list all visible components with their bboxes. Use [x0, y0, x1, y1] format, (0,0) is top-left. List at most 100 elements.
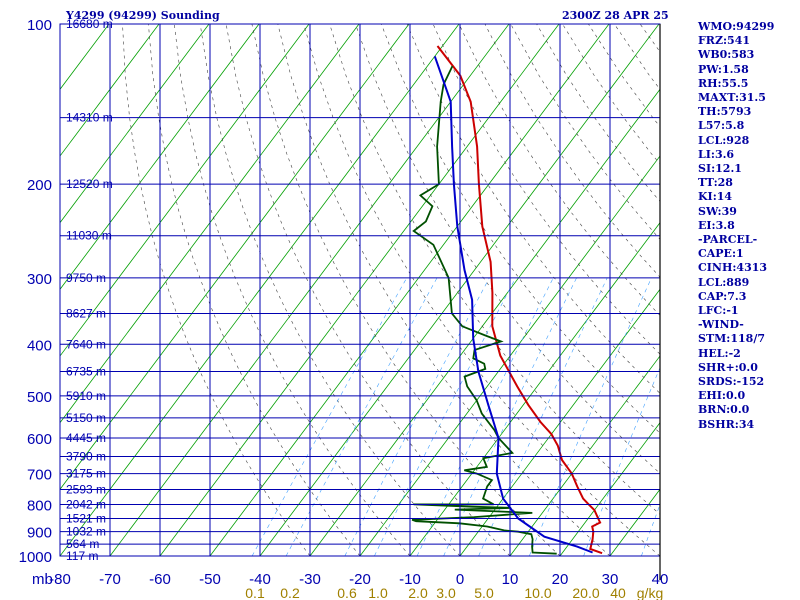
isotherm-line — [559, 421, 660, 556]
pressure-tick-label: 100 — [27, 17, 52, 34]
index-line: WMO:94299 — [698, 20, 775, 33]
temperature-tick-label: 10 — [502, 571, 519, 588]
index-line: EI:3.8 — [698, 218, 735, 232]
index-line: TH:5793 — [698, 105, 752, 119]
dry-adiabat-line — [251, 24, 561, 556]
height-label: 3175 m — [66, 467, 106, 481]
index-line: TT:28 — [698, 176, 733, 190]
index-line: RH:55.5 — [698, 76, 749, 90]
mixing-ratio-label: 0.2 — [280, 585, 300, 600]
height-label: 11030 m — [66, 229, 112, 243]
height-label: 14310 m — [66, 111, 113, 125]
index-line: SW:39 — [698, 204, 737, 218]
index-line: LI:3.6 — [698, 147, 735, 161]
mixing-ratio-line — [416, 277, 554, 556]
temperature-tick-label: 30 — [602, 571, 619, 588]
height-label: 16680 m — [66, 17, 113, 31]
mixing-ratio-label: 0.6 — [337, 585, 357, 600]
temperature-tick-label: 20 — [552, 571, 569, 588]
mixing-ratio-label: 5.0 — [474, 585, 494, 600]
temperature-tick-label: -20 — [349, 571, 371, 588]
pressure-tick-label: 500 — [27, 389, 52, 406]
isotherm-line — [0, 24, 9, 556]
index-line: SRDS:-152 — [698, 375, 765, 389]
pressure-tick-label: 900 — [27, 525, 52, 542]
index-line: CINH:4313 — [698, 261, 768, 275]
temperature-tick-label: -70 — [99, 571, 121, 588]
isotherm-line — [60, 24, 360, 424]
mixing-ratio-line — [529, 277, 652, 556]
height-label: 2042 m — [66, 497, 106, 511]
index-line: EHI:0.0 — [698, 389, 746, 403]
height-label: 7640 m — [66, 337, 106, 351]
temperature-tick-label: 0 — [456, 571, 464, 588]
mixing-ratio-label: 1.0 — [368, 585, 388, 600]
index-line: BSHR:34 — [698, 417, 755, 431]
height-label: 2593 m — [66, 483, 106, 497]
pressure-tick-label: 200 — [27, 177, 52, 194]
isotherm-line — [60, 24, 260, 290]
dry-adiabat-line — [199, 24, 461, 556]
pressure-tick-label: 700 — [27, 467, 52, 484]
height-label: 9750 m — [66, 271, 106, 285]
mixing-ratio-label: 3.0 — [436, 585, 456, 600]
index-line: LFC:-1 — [698, 304, 739, 318]
temperature-line — [436, 45, 603, 555]
pressure-tick-label: 600 — [27, 431, 52, 448]
height-label: 12520 m — [66, 177, 113, 191]
index-line: L57:5.8 — [698, 119, 745, 133]
index-line: CAP:7.3 — [698, 289, 747, 303]
mixing-ratio-line — [478, 277, 608, 556]
temperature-tick-label: -80 — [49, 571, 71, 588]
height-label: 5150 m — [66, 411, 106, 425]
temperature-tick-label: 40 — [652, 571, 669, 588]
height-label: 8627 m — [66, 306, 106, 320]
pressure-tick-label: 800 — [27, 497, 52, 514]
temperature-tick-label: -30 — [299, 571, 321, 588]
height-label: 3790 m — [66, 449, 106, 463]
pressure-tick-label: 1000 — [19, 549, 52, 566]
mixing-ratio-line — [344, 277, 490, 556]
indices-panel: WMO:94299 FRZ:541 WB0:583 PW:1.58 RH:55.5 MAX… — [698, 20, 798, 432]
index-line: LCL:889 — [698, 275, 750, 289]
height-label: 6735 m — [66, 365, 106, 379]
pressure-tick-label: 400 — [27, 337, 52, 354]
height-label: 1032 m — [66, 525, 106, 539]
index-line: KI:14 — [698, 190, 733, 204]
pressure-tick-label: 300 — [27, 271, 52, 288]
mixing-ratio-line — [443, 277, 577, 556]
chart-title: Y4299 (94299) Sounding — [65, 9, 220, 22]
index-line: FRZ:541 — [698, 34, 751, 48]
height-label: 1521 m — [66, 511, 106, 525]
mixing-ratio-label: 2.0 — [408, 585, 428, 600]
isotherm-line — [60, 24, 160, 157]
dry-adiabat-line — [122, 24, 311, 556]
index-line: SI:12.1 — [698, 162, 742, 176]
index-line: HEL:-2 — [698, 346, 741, 360]
height-label: 5910 m — [66, 389, 106, 403]
height-label: 4445 m — [66, 431, 106, 445]
pressure-axis-label: mb — [32, 571, 53, 588]
index-line: PW:1.58 — [698, 62, 749, 76]
mixing-ratio-line — [251, 277, 408, 556]
height-label: 117 m — [66, 549, 98, 563]
index-line: STM:118/7 — [698, 332, 765, 346]
index-line: WB0:583 — [698, 48, 755, 62]
temperature-tick-label: -50 — [199, 571, 221, 588]
index-line: MAXT:31.5 — [698, 91, 766, 105]
mixing-ratio-label: 40 — [610, 585, 626, 600]
index-line: -PARCEL- — [698, 233, 758, 247]
dry-adiabat-line — [225, 24, 511, 556]
height-label: 564 m — [66, 537, 99, 551]
index-line: LCL:928 — [698, 133, 750, 147]
isotherm-line — [509, 355, 660, 556]
mixing-ratio-label: 20.0 — [572, 585, 599, 600]
index-line: BRN:0.0 — [698, 403, 750, 417]
temperature-tick-label: -10 — [399, 571, 421, 588]
index-line: -WIND- — [698, 318, 744, 332]
mixing-ratio-line — [374, 277, 516, 556]
index-line: SHR+:0.0 — [698, 360, 758, 374]
temperature-tick-label: -40 — [249, 571, 271, 588]
mixing-ratio-label: 10.0 — [524, 585, 551, 600]
